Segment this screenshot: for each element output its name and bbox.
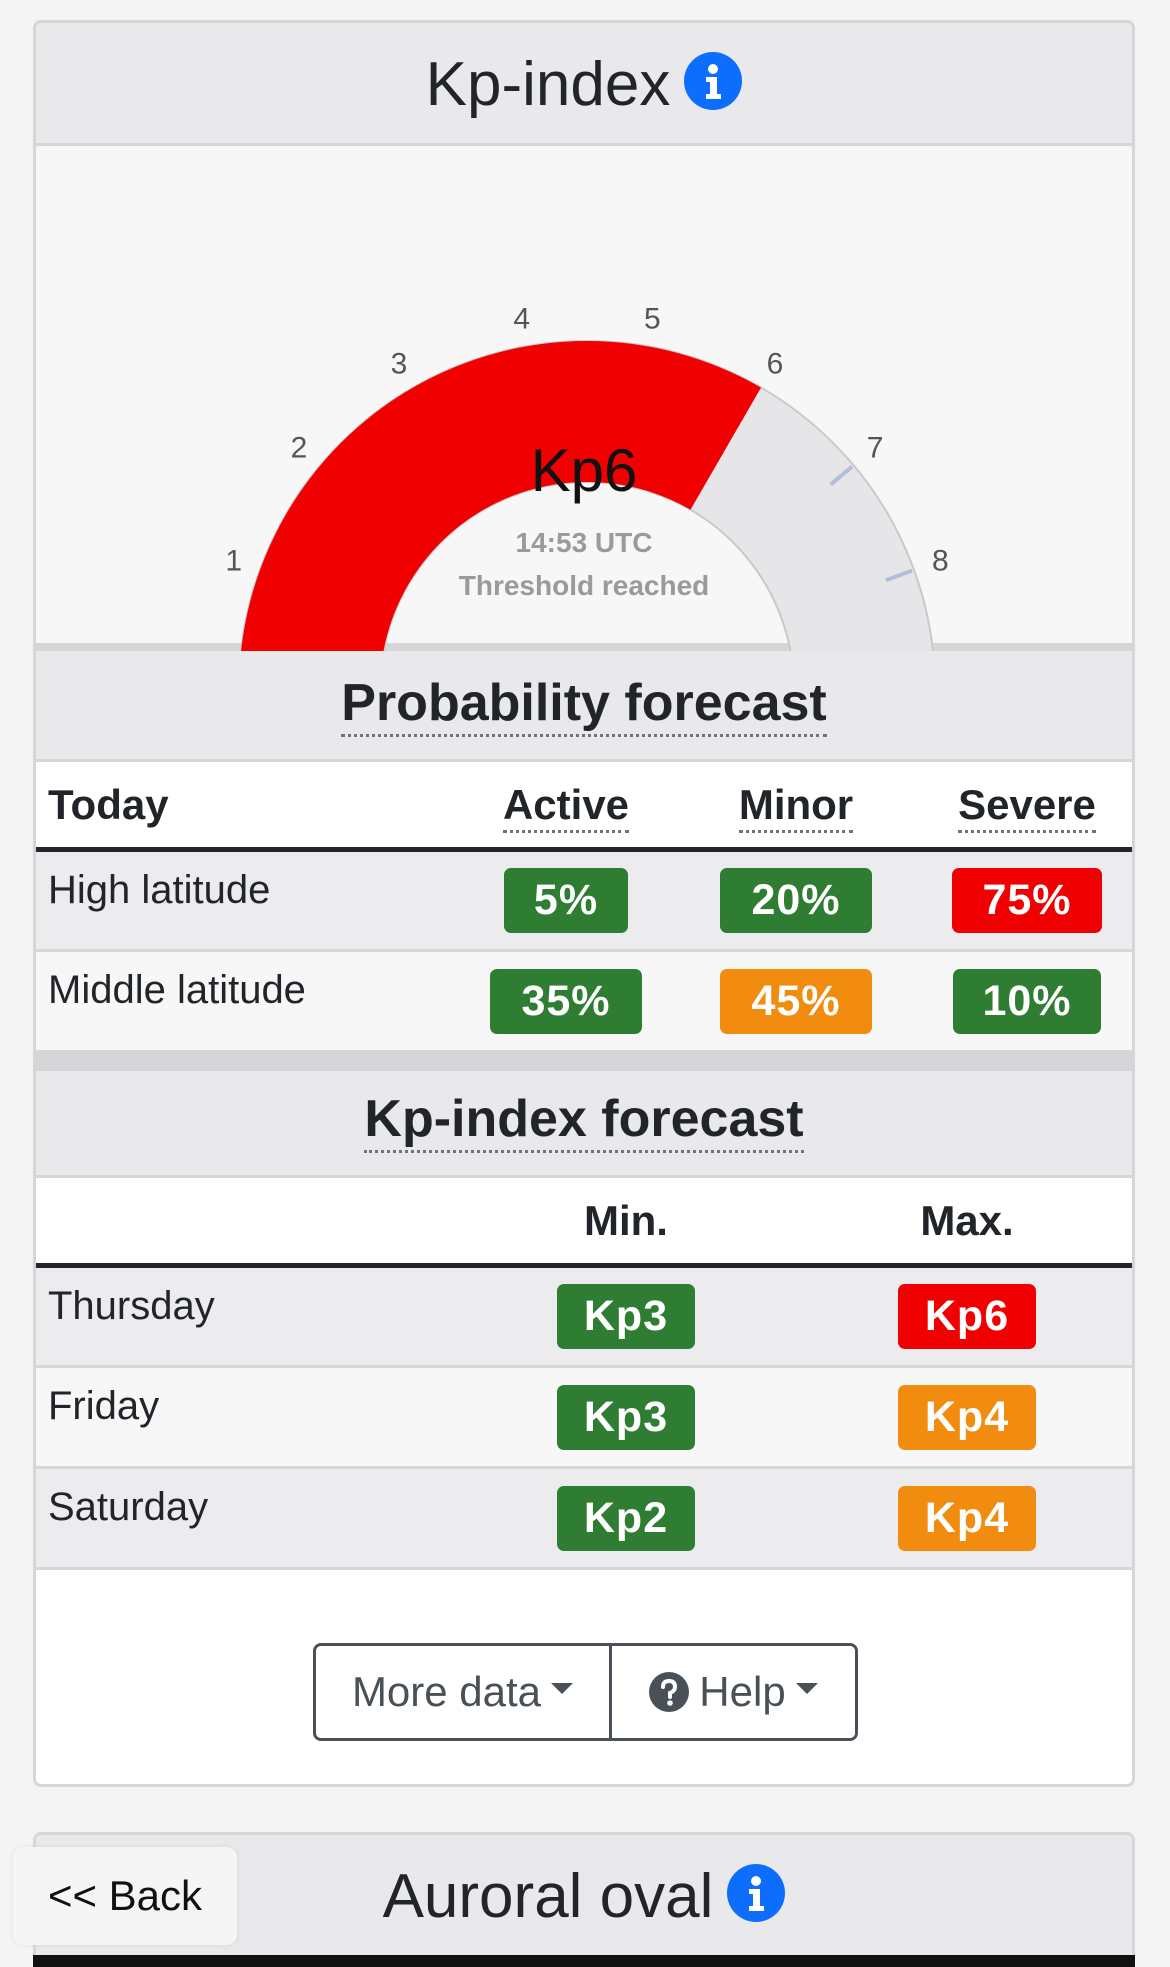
min-header: Min. [456, 1178, 796, 1268]
probability-header-row: Today Active Minor Severe [36, 762, 1132, 852]
day-label: Thursday [36, 1265, 456, 1368]
probability-badge: 5% [504, 868, 628, 933]
help-dropdown-button[interactable]: Help [612, 1646, 855, 1738]
gauge-tick-label: 2 [291, 431, 308, 464]
section-divider [36, 1053, 1132, 1071]
table-row: High latitude 5% 20% 75% [36, 849, 1132, 952]
gauge-tick-label: 6 [767, 347, 784, 380]
kp-min-badge: Kp2 [557, 1485, 695, 1551]
chevron-down-icon [795, 1682, 818, 1694]
gauge-tick-label: 8 [932, 544, 949, 577]
gauge-tick-label: 7 [867, 431, 884, 464]
gauge-fill [241, 341, 761, 651]
probability-badge: 10% [953, 968, 1101, 1034]
gauge-threshold-tick [829, 465, 854, 487]
help-label: Help [699, 1668, 786, 1715]
auroral-oval-title: Auroral oval [382, 1862, 714, 1931]
more-data-label: More data [351, 1668, 542, 1715]
probability-badge: 35% [490, 968, 642, 1034]
day-header [36, 1178, 456, 1268]
gauge-tick-label: 1 [225, 544, 242, 577]
auroral-image-edge [33, 1955, 1135, 1967]
probability-forecast-title[interactable]: Probability forecast [341, 674, 827, 737]
info-icon[interactable] [727, 1863, 786, 1922]
probability-badge: 20% [720, 868, 872, 933]
table-row: Friday Kp3 Kp4 [36, 1366, 1132, 1469]
day-label: Friday [36, 1366, 456, 1469]
table-row: Saturday Kp2 Kp4 [36, 1467, 1132, 1570]
gauge-tick-label: 4 [513, 303, 530, 336]
today-header: Today [36, 762, 456, 852]
kp-forecast-table: Min. Max. Thursday Kp3 Kp6 Friday Kp3 Kp… [36, 1178, 1132, 1570]
gauge-status: Threshold reached [458, 570, 710, 601]
day-label: Saturday [36, 1467, 456, 1570]
chevron-down-icon [551, 1682, 574, 1694]
gauge-threshold-tick [885, 568, 913, 583]
kp-min-badge: Kp3 [557, 1384, 695, 1450]
row-label: Middle latitude [36, 950, 456, 1053]
kp-min-badge: Kp3 [557, 1284, 695, 1349]
kp-index-header: Kp-index [36, 23, 1132, 146]
kp-max-badge: Kp4 [898, 1384, 1036, 1450]
gauge-value: Kp6 [530, 437, 638, 504]
table-row: Middle latitude 35% 45% 10% [36, 950, 1132, 1053]
gauge-tick-label: 3 [391, 347, 408, 380]
question-circle-icon [649, 1672, 690, 1712]
kp-index-title: Kp-index [425, 50, 671, 119]
back-button[interactable]: << Back [13, 1847, 237, 1945]
table-row: Thursday Kp3 Kp6 [36, 1265, 1132, 1368]
kp-forecast-header: Kp-index forecast [36, 1071, 1132, 1178]
kp-max-badge: Kp6 [898, 1284, 1036, 1349]
gauge-time: 14:53 UTC [515, 527, 653, 558]
probability-badge: 75% [952, 868, 1102, 933]
more-data-help-group: More data Help [313, 1643, 858, 1741]
probability-table: Today Active Minor Severe High latitude … [36, 762, 1132, 1053]
info-icon[interactable] [684, 51, 743, 110]
active-header[interactable]: Active [456, 762, 676, 852]
more-data-dropdown-button[interactable]: More data [316, 1646, 612, 1738]
probability-badge: 45% [720, 968, 872, 1034]
probability-forecast-header: Probability forecast [36, 651, 1132, 762]
kp-max-badge: Kp4 [898, 1485, 1036, 1551]
kp-index-card: Kp-index 0123456789 Kp6 14:53 UTC Thresh… [33, 20, 1135, 1787]
minor-header[interactable]: Minor [676, 762, 916, 852]
row-label: High latitude [36, 849, 456, 952]
kp-forecast-header-row: Min. Max. [36, 1178, 1132, 1268]
severe-header[interactable]: Severe [916, 762, 1132, 852]
max-header: Max. [796, 1178, 1132, 1268]
gauge-tick-label: 5 [644, 303, 661, 336]
kp-gauge: 0123456789 Kp6 14:53 UTC Threshold reach… [36, 146, 1132, 651]
kp-forecast-title[interactable]: Kp-index forecast [364, 1090, 804, 1153]
kp-gauge-chart: 0123456789 [225, 303, 949, 651]
